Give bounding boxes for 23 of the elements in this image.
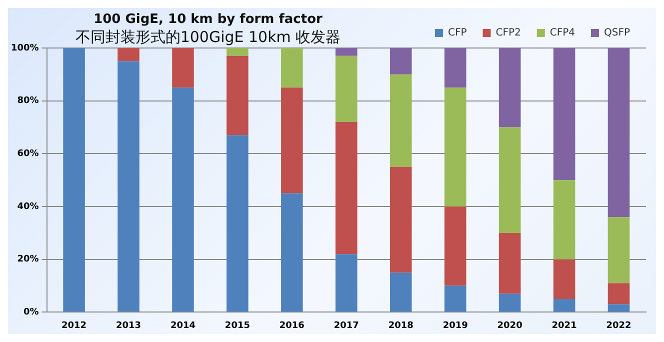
y-tick-label: 40% [17, 202, 39, 212]
y-tick-label: 100% [10, 43, 39, 54]
legend-label: CFP [448, 28, 467, 39]
legend-label: CFP4 [550, 28, 576, 39]
y-tick-label: 80% [17, 96, 39, 106]
legend-label: CFP2 [496, 28, 521, 39]
chart-title: 100 GigE, 10 km by form factor [92, 12, 324, 27]
x-tick-label: 2014 [170, 320, 196, 331]
x-tick-label: 2021 [552, 320, 577, 331]
x-tick-label: 2020 [497, 320, 522, 331]
x-tick-label: 2012 [62, 320, 87, 331]
x-tick-label: 2018 [388, 320, 414, 331]
x-tick-label: 2013 [116, 320, 142, 331]
y-tick-label: 20% [17, 254, 39, 265]
chart-subtitle: 不同封装形式的100GigE 10km 收发器 [74, 28, 342, 47]
legend-label: QSFP [604, 28, 630, 39]
x-tick-label: 2017 [334, 320, 359, 331]
x-tick-label: 2022 [606, 320, 632, 331]
x-tick-label: 2016 [279, 320, 304, 331]
y-tick-label: 0% [24, 308, 39, 318]
x-tick-label: 2015 [224, 320, 250, 331]
x-tick-label: 2019 [442, 320, 468, 331]
y-tick-label: 60% [17, 149, 39, 160]
